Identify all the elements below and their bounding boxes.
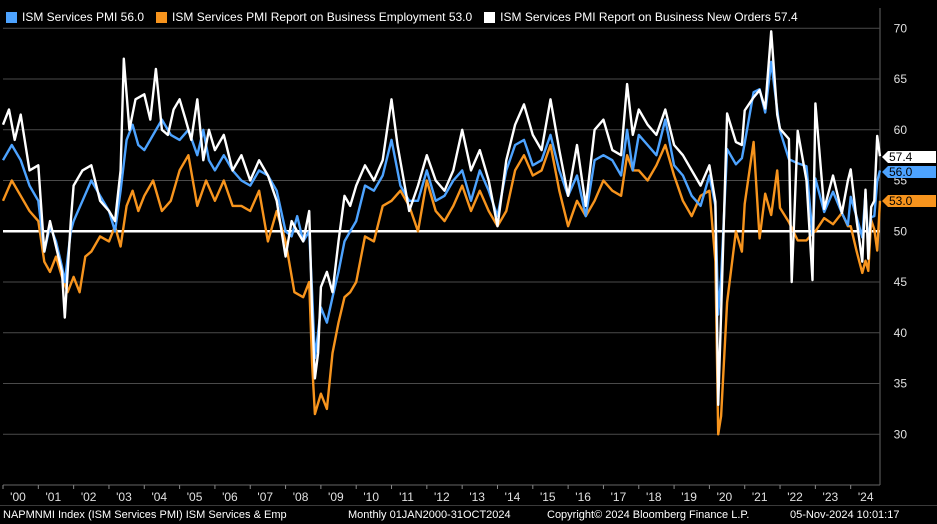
last-value-label: 53.0 — [889, 194, 913, 208]
x-tick-label: '12 — [434, 490, 450, 504]
x-tick-label: '03 — [116, 490, 132, 504]
x-tick-label: '15 — [540, 490, 556, 504]
x-tick-label: '13 — [469, 490, 485, 504]
legend-item-employment[interactable]: ISM Services PMI Report on Business Empl… — [156, 10, 472, 24]
x-tick-label: '11 — [399, 490, 414, 504]
legend-swatch-pmi — [6, 11, 17, 23]
x-tick-label: '04 — [151, 490, 167, 504]
x-tick-label: '02 — [81, 490, 97, 504]
y-tick-label: 60 — [894, 123, 908, 137]
series-line-new-orders — [1, 30, 882, 406]
y-tick-label: 35 — [894, 377, 908, 391]
x-tick-label: '09 — [328, 490, 344, 504]
x-tick-label: '01 — [45, 490, 61, 504]
y-tick-label: 45 — [894, 275, 908, 289]
footer-timestamp: 05-Nov-2024 10:01:17 — [790, 509, 900, 521]
x-tick-label: '22 — [787, 490, 803, 504]
footer-index: NAPMNMI Index (ISM Services PMI) ISM Ser… — [3, 509, 287, 521]
legend-item-pmi[interactable]: ISM Services PMI 56.0 — [6, 10, 144, 24]
y-tick-label: 40 — [894, 326, 908, 340]
x-tick-label: '08 — [293, 490, 309, 504]
footer: NAPMNMI Index (ISM Services PMI) ISM Ser… — [0, 505, 937, 524]
last-value-label: 57.4 — [889, 150, 913, 164]
legend-label-employment: ISM Services PMI Report on Business Empl… — [172, 10, 473, 24]
legend-label-new-orders: ISM Services PMI Report on Business New … — [500, 10, 798, 24]
x-tick-label: '05 — [187, 490, 203, 504]
x-tick-label: '10 — [363, 490, 379, 504]
x-tick-label: '17 — [611, 490, 627, 504]
legend-swatch-new-orders — [484, 11, 496, 23]
legend-label-pmi: ISM Services PMI 56.0 — [22, 10, 145, 24]
series-line-employment — [1, 140, 882, 436]
y-tick-label: 50 — [894, 224, 908, 238]
x-tick-label: '19 — [681, 490, 697, 504]
legend-swatch-employment — [156, 11, 168, 23]
y-tick-label: 30 — [894, 427, 908, 441]
last-value-badge — [882, 195, 936, 207]
footer-frequency: Monthly 01JAN2000-31OCT2024 — [348, 509, 511, 521]
x-tick-label: '06 — [222, 490, 238, 504]
last-value-badge — [882, 166, 936, 178]
y-tick-label: 70 — [894, 21, 908, 35]
last-value-badge — [882, 151, 936, 163]
last-value-label: 56.0 — [889, 165, 913, 179]
x-tick-label: '23 — [823, 490, 839, 504]
x-tick-label: '20 — [717, 490, 733, 504]
x-tick-label: '14 — [505, 490, 521, 504]
x-tick-label: '18 — [646, 490, 662, 504]
footer-copyright: Copyright© 2024 Bloomberg Finance L.P. — [547, 509, 750, 521]
x-tick-label: '16 — [575, 490, 591, 504]
legend-item-new-orders[interactable]: ISM Services PMI Report on Business New … — [484, 10, 798, 24]
x-tick-label: '07 — [257, 490, 273, 504]
legend: ISM Services PMI 56.0 ISM Services PMI R… — [6, 10, 798, 24]
x-tick-label: '00 — [10, 490, 26, 504]
x-tick-label: '21 — [752, 490, 768, 504]
x-tick-label: '24 — [858, 490, 874, 504]
y-tick-label: 65 — [894, 72, 908, 86]
